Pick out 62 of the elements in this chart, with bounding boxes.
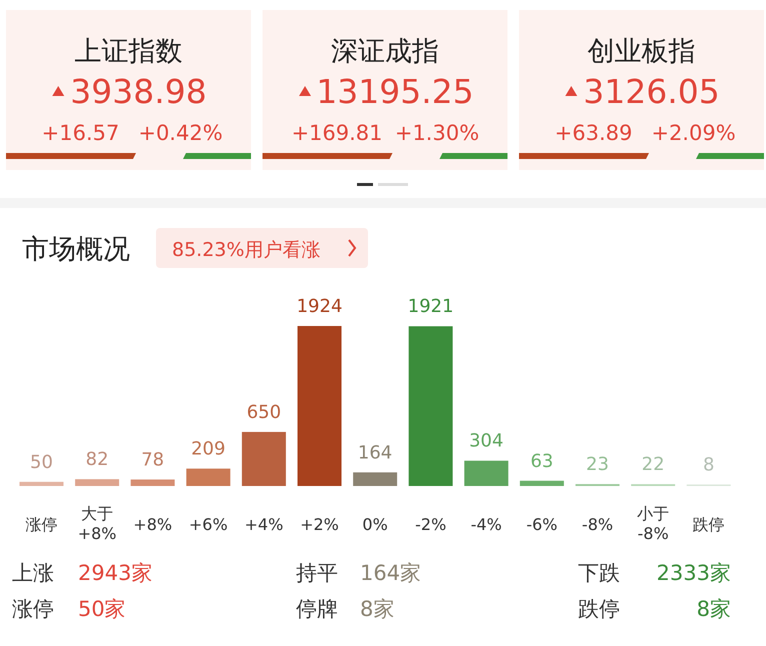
text: +1.30% <box>394 121 480 145</box>
x-tick-label: 0% <box>362 515 388 534</box>
data-label: 1921 <box>408 296 454 318</box>
bar <box>186 468 230 486</box>
x-tick-label: -6% <box>526 515 558 534</box>
x-tick-label: 涨停 <box>26 515 58 534</box>
text: 停牌 <box>296 597 338 621</box>
x-tick-label: 跌停 <box>692 515 725 534</box>
x-tick-label: +8% <box>133 515 172 534</box>
x-tick-label: +4% <box>244 515 284 534</box>
data-label: 23 <box>586 454 609 476</box>
text: 下跌 <box>578 561 620 585</box>
bar <box>520 480 564 486</box>
text: 持平 <box>296 561 338 585</box>
bar <box>130 480 175 486</box>
data-label: 8 <box>702 454 714 476</box>
data-label: 1924 <box>296 296 342 317</box>
x-tick-label: +2% <box>300 515 339 534</box>
text: 2333家 <box>656 561 731 585</box>
bar <box>464 460 508 486</box>
x-tick-label: -8% <box>582 515 614 534</box>
text: 85.23%用户看涨 <box>172 239 320 261</box>
data-label: 22 <box>642 454 665 476</box>
text: 创业板指 <box>588 36 696 67</box>
text: 3938.98 <box>70 72 207 111</box>
bar <box>353 472 398 486</box>
x-tick-label: +6% <box>188 515 228 534</box>
data-label: 50 <box>30 452 53 473</box>
bar <box>75 479 120 486</box>
text: 2943家 <box>78 561 152 585</box>
x-tick-label: 大于 +8% <box>78 504 116 543</box>
text: 上证指数 <box>74 36 182 67</box>
text: 8家 <box>696 597 731 621</box>
text: 8家 <box>360 597 394 621</box>
data-label: 164 <box>358 442 392 464</box>
chart-title: 市场概况 <box>22 234 130 265</box>
text: 3126.05 <box>583 72 720 111</box>
text: +2.09% <box>651 121 736 145</box>
text: 涨停 <box>12 597 54 621</box>
text: +169.81 <box>291 121 383 145</box>
text: +0.42% <box>138 121 223 145</box>
text: +16.57 <box>42 121 120 145</box>
x-tick-label: -2% <box>415 515 446 534</box>
text: 50家 <box>78 597 126 621</box>
text: 上涨 <box>12 561 54 585</box>
x-tick-label: -4% <box>470 515 502 534</box>
bar <box>242 432 286 486</box>
text: 跌停 <box>578 597 620 621</box>
data-label: 78 <box>141 450 164 471</box>
data-label: 63 <box>530 450 554 472</box>
data-label: 650 <box>246 402 282 423</box>
text: 深证成指 <box>331 36 439 67</box>
text: +63.89 <box>554 121 632 145</box>
text: 164家 <box>360 561 422 585</box>
data-label: 304 <box>469 430 504 452</box>
bar <box>408 326 453 486</box>
data-label: 209 <box>191 438 226 460</box>
text: 13195.25 <box>316 72 474 111</box>
bar <box>20 482 64 486</box>
data-label: 82 <box>86 449 109 470</box>
x-tick-label: 小于 -8% <box>637 504 670 543</box>
bar <box>298 326 342 486</box>
